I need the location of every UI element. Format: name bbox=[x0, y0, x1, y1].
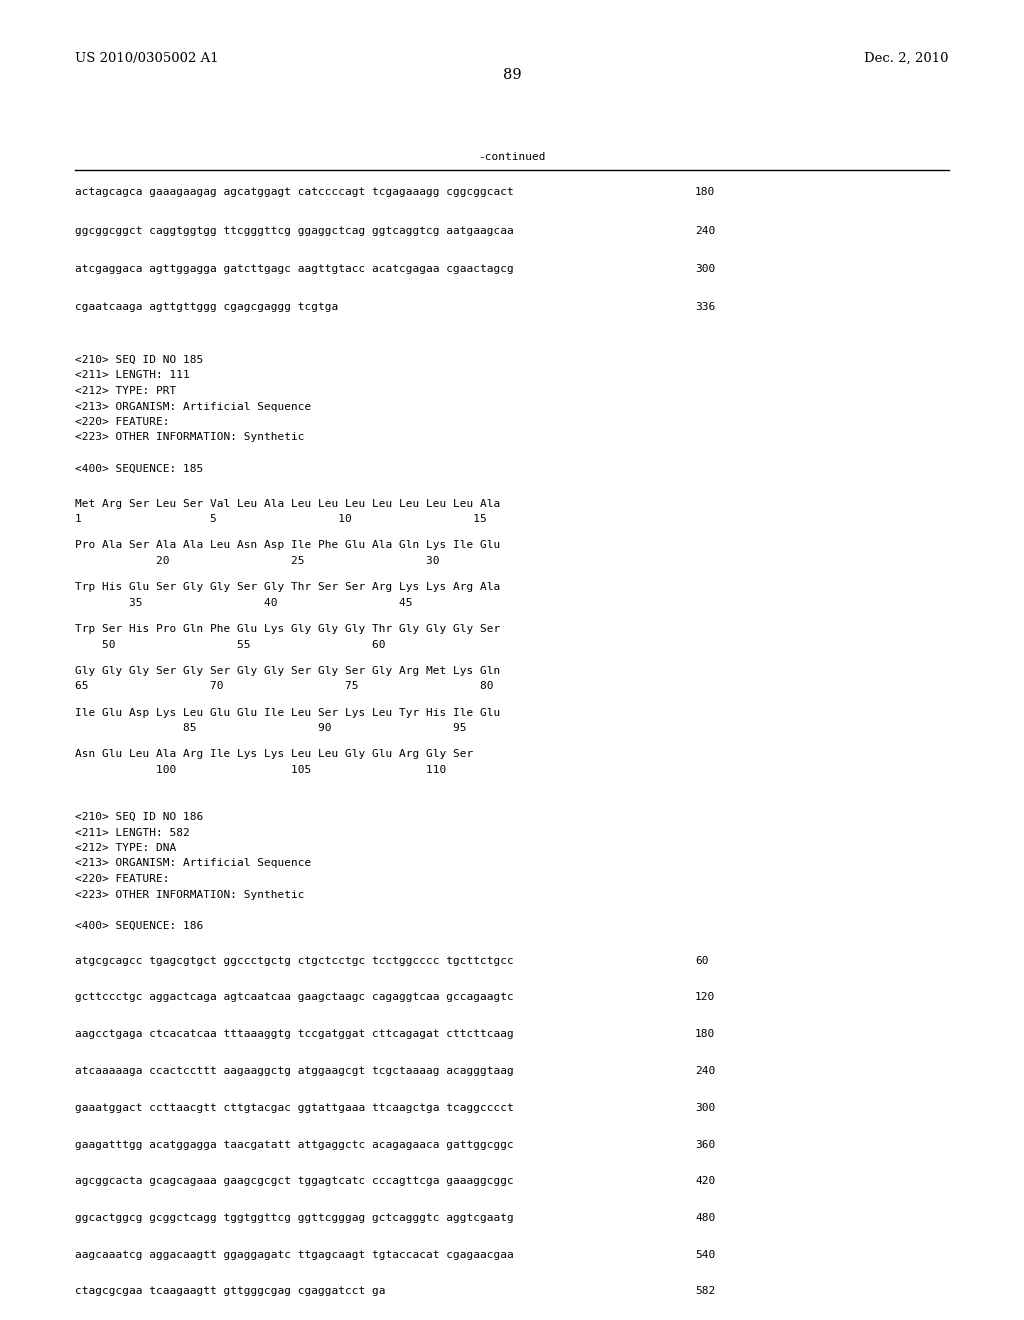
Text: 360: 360 bbox=[695, 1139, 715, 1150]
Text: 100                 105                 110: 100 105 110 bbox=[75, 764, 446, 775]
Text: <213> ORGANISM: Artificial Sequence: <213> ORGANISM: Artificial Sequence bbox=[75, 858, 311, 869]
Text: 540: 540 bbox=[695, 1250, 715, 1259]
Text: 240: 240 bbox=[695, 226, 715, 235]
Text: <212> TYPE: DNA: <212> TYPE: DNA bbox=[75, 843, 176, 853]
Text: 50                  55                  60: 50 55 60 bbox=[75, 639, 385, 649]
Text: <213> ORGANISM: Artificial Sequence: <213> ORGANISM: Artificial Sequence bbox=[75, 401, 311, 412]
Text: 60: 60 bbox=[695, 956, 709, 966]
Text: gcttccctgc aggactcaga agtcaatcaa gaagctaagc cagaggtcaa gccagaagtc: gcttccctgc aggactcaga agtcaatcaa gaagcta… bbox=[75, 993, 514, 1002]
Text: aagcaaatcg aggacaagtt ggaggagatc ttgagcaagt tgtaccacat cgagaacgaa: aagcaaatcg aggacaagtt ggaggagatc ttgagca… bbox=[75, 1250, 514, 1259]
Text: <400> SEQUENCE: 185: <400> SEQUENCE: 185 bbox=[75, 463, 203, 474]
Text: 180: 180 bbox=[695, 1030, 715, 1039]
Text: ggcactggcg gcggctcagg tggtggttcg ggttcgggag gctcagggtc aggtcgaatg: ggcactggcg gcggctcagg tggtggttcg ggttcgg… bbox=[75, 1213, 514, 1224]
Text: Met Arg Ser Leu Ser Val Leu Ala Leu Leu Leu Leu Leu Leu Leu Ala: Met Arg Ser Leu Ser Val Leu Ala Leu Leu … bbox=[75, 499, 501, 508]
Text: ggcggcggct caggtggtgg ttcgggttcg ggaggctcag ggtcaggtcg aatgaagcaa: ggcggcggct caggtggtgg ttcgggttcg ggaggct… bbox=[75, 226, 514, 235]
Text: <211> LENGTH: 582: <211> LENGTH: 582 bbox=[75, 828, 189, 837]
Text: 480: 480 bbox=[695, 1213, 715, 1224]
Text: US 2010/0305002 A1: US 2010/0305002 A1 bbox=[75, 51, 219, 65]
Text: actagcagca gaaagaagag agcatggagt catccccagt tcgagaaagg cggcggcact: actagcagca gaaagaagag agcatggagt catcccc… bbox=[75, 187, 514, 197]
Text: <220> FEATURE:: <220> FEATURE: bbox=[75, 417, 170, 426]
Text: <223> OTHER INFORMATION: Synthetic: <223> OTHER INFORMATION: Synthetic bbox=[75, 433, 304, 442]
Text: Pro Ala Ser Ala Ala Leu Asn Asp Ile Phe Glu Ala Gln Lys Ile Glu: Pro Ala Ser Ala Ala Leu Asn Asp Ile Phe … bbox=[75, 540, 501, 550]
Text: <400> SEQUENCE: 186: <400> SEQUENCE: 186 bbox=[75, 921, 203, 931]
Text: 300: 300 bbox=[695, 264, 715, 275]
Text: gaaatggact ccttaacgtt cttgtacgac ggtattgaaa ttcaagctga tcaggcccct: gaaatggact ccttaacgtt cttgtacgac ggtattg… bbox=[75, 1102, 514, 1113]
Text: 180: 180 bbox=[695, 187, 715, 197]
Text: <210> SEQ ID NO 185: <210> SEQ ID NO 185 bbox=[75, 355, 203, 366]
Text: cgaatcaaga agttgttggg cgagcgaggg tcgtga: cgaatcaaga agttgttggg cgagcgaggg tcgtga bbox=[75, 302, 338, 313]
Text: atgcgcagcc tgagcgtgct ggccctgctg ctgctcctgc tcctggcccc tgcttctgcc: atgcgcagcc tgagcgtgct ggccctgctg ctgctcc… bbox=[75, 956, 514, 966]
Text: atcaaaaaga ccactccttt aagaaggctg atggaagcgt tcgctaaaag acagggtaag: atcaaaaaga ccactccttt aagaaggctg atggaag… bbox=[75, 1067, 514, 1076]
Text: 89: 89 bbox=[503, 69, 521, 82]
Text: <212> TYPE: PRT: <212> TYPE: PRT bbox=[75, 385, 176, 396]
Text: gaagatttgg acatggagga taacgatatt attgaggctc acagagaaca gattggcggc: gaagatttgg acatggagga taacgatatt attgagg… bbox=[75, 1139, 514, 1150]
Text: Dec. 2, 2010: Dec. 2, 2010 bbox=[864, 51, 949, 65]
Text: Ile Glu Asp Lys Leu Glu Glu Ile Leu Ser Lys Leu Tyr His Ile Glu: Ile Glu Asp Lys Leu Glu Glu Ile Leu Ser … bbox=[75, 708, 501, 718]
Text: 85                  90                  95: 85 90 95 bbox=[75, 723, 467, 733]
Text: Trp His Glu Ser Gly Gly Ser Gly Thr Ser Ser Arg Lys Lys Arg Ala: Trp His Glu Ser Gly Gly Ser Gly Thr Ser … bbox=[75, 582, 501, 593]
Text: agcggcacta gcagcagaaa gaagcgcgct tggagtcatc cccagttcga gaaaggcggc: agcggcacta gcagcagaaa gaagcgcgct tggagtc… bbox=[75, 1176, 514, 1187]
Text: 420: 420 bbox=[695, 1176, 715, 1187]
Text: 20                  25                  30: 20 25 30 bbox=[75, 556, 439, 566]
Text: 300: 300 bbox=[695, 1102, 715, 1113]
Text: 65                  70                  75                  80: 65 70 75 80 bbox=[75, 681, 494, 692]
Text: <210> SEQ ID NO 186: <210> SEQ ID NO 186 bbox=[75, 812, 203, 822]
Text: -continued: -continued bbox=[478, 152, 546, 162]
Text: aagcctgaga ctcacatcaa tttaaaggtg tccgatggat cttcagagat cttcttcaag: aagcctgaga ctcacatcaa tttaaaggtg tccgatg… bbox=[75, 1030, 514, 1039]
Text: 35                  40                  45: 35 40 45 bbox=[75, 598, 413, 607]
Text: Asn Glu Leu Ala Arg Ile Lys Lys Leu Leu Gly Glu Arg Gly Ser: Asn Glu Leu Ala Arg Ile Lys Lys Leu Leu … bbox=[75, 750, 473, 759]
Text: 120: 120 bbox=[695, 993, 715, 1002]
Text: <223> OTHER INFORMATION: Synthetic: <223> OTHER INFORMATION: Synthetic bbox=[75, 890, 304, 899]
Text: 1                   5                  10                  15: 1 5 10 15 bbox=[75, 515, 486, 524]
Text: Gly Gly Gly Ser Gly Ser Gly Gly Ser Gly Ser Gly Arg Met Lys Gln: Gly Gly Gly Ser Gly Ser Gly Gly Ser Gly … bbox=[75, 665, 501, 676]
Text: 336: 336 bbox=[695, 302, 715, 313]
Text: <211> LENGTH: 111: <211> LENGTH: 111 bbox=[75, 371, 189, 380]
Text: ctagcgcgaa tcaagaagtt gttgggcgag cgaggatcct ga: ctagcgcgaa tcaagaagtt gttgggcgag cgaggat… bbox=[75, 1287, 385, 1296]
Text: 240: 240 bbox=[695, 1067, 715, 1076]
Text: <220> FEATURE:: <220> FEATURE: bbox=[75, 874, 170, 884]
Text: 582: 582 bbox=[695, 1287, 715, 1296]
Text: Trp Ser His Pro Gln Phe Glu Lys Gly Gly Gly Thr Gly Gly Gly Ser: Trp Ser His Pro Gln Phe Glu Lys Gly Gly … bbox=[75, 624, 501, 634]
Text: atcgaggaca agttggagga gatcttgagc aagttgtacc acatcgagaa cgaactagcg: atcgaggaca agttggagga gatcttgagc aagttgt… bbox=[75, 264, 514, 275]
